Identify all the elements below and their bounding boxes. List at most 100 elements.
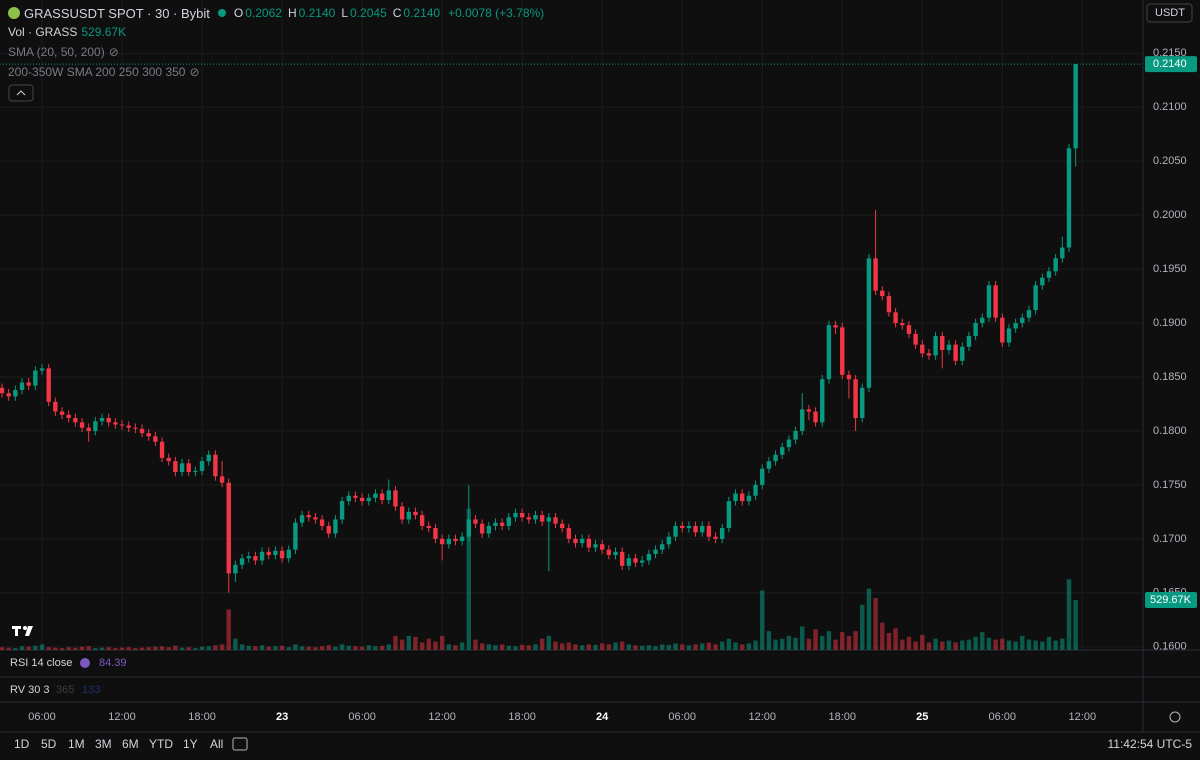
candle-body [619,551,625,566]
candle-body [593,544,598,548]
volume-bar [233,638,238,650]
candle-body [840,327,845,375]
volume-bar [13,648,18,650]
volume-bar [686,645,692,650]
candle-body [139,428,145,434]
candle-body [126,425,131,428]
volume-bar [726,638,732,650]
y-tick-label: 0.1750 [1153,479,1187,491]
hidden-icon[interactable]: ⊘ [108,45,119,59]
candle-body [6,393,11,397]
volume-bar [426,638,431,650]
candle-body [453,538,458,542]
candle-body [366,497,371,502]
volume-bar [479,643,485,650]
candle-body [533,515,538,520]
candle-body [1020,317,1025,324]
rsi-label: RSI 14 close [10,657,72,669]
volume-bar [1013,641,1018,650]
candle-body [940,336,945,351]
volume-bar [173,645,178,650]
candle-body [506,517,512,526]
range-button[interactable]: 1M [68,737,85,751]
volume-bar [493,645,498,650]
candle-body [726,501,732,529]
range-button[interactable]: 5D [41,737,57,751]
volume-bar [193,648,198,650]
candle-body [199,461,205,471]
volume-bar [679,644,685,650]
range-button[interactable]: 3M [95,737,112,751]
volume-bar [1040,641,1045,650]
candle-body [933,336,938,356]
volume-bar [1046,636,1052,650]
range-button[interactable]: YTD [149,737,173,751]
rv-value: 133 [82,684,100,696]
volume-bar [740,644,745,650]
candle-body [673,525,678,537]
volume-bar [713,644,718,650]
candle-body [319,519,325,526]
volume-bar [766,631,772,650]
candle-body [760,468,765,485]
volume-bar [760,590,765,650]
candle-body [466,519,472,537]
candle-body [386,490,391,501]
x-tick-label: 06:00 [989,711,1017,723]
settings-icon[interactable] [1169,711,1181,723]
candle-body [486,525,492,534]
candle-body [0,387,5,394]
range-button[interactable]: 1Y [183,737,198,751]
volume-bar [780,638,785,650]
indicator-value: 529.67K [81,25,127,39]
volume-bar [179,647,185,650]
ohlc-value: 0.2140 [298,6,336,20]
candle-body [780,447,785,455]
collapse-button[interactable] [8,84,34,102]
indicator-label: Vol · GRASS [8,25,78,39]
volume-bar [73,647,78,650]
candle-body [219,476,225,483]
hidden-icon[interactable]: ⊘ [189,65,200,79]
range-button[interactable]: 6M [122,737,139,751]
x-tick-label: 24 [596,711,609,723]
volume-bar [26,646,31,650]
volume-bar [886,633,892,650]
volume-bar [386,644,391,650]
candle-body [1033,285,1038,311]
volume-bar [706,642,712,650]
date-range-icon[interactable] [232,737,248,751]
candle-body [99,418,105,422]
candle-body [706,525,712,537]
candle-body [646,553,652,561]
candle-body [213,454,218,477]
volume-bar [106,647,111,650]
volume-bar [546,635,552,650]
volume-bar [579,645,585,650]
volume-bar [473,639,478,650]
rv-value: 365 [56,684,74,696]
volume-bar [146,647,151,650]
range-button[interactable]: All [210,737,223,751]
candle-body [93,421,98,431]
candle-body [73,418,78,423]
candle-body [119,424,125,426]
volume-bar [526,645,532,650]
candle-body [273,550,278,556]
candle-body [806,409,812,412]
candle-body [513,512,518,518]
candle-body [860,387,865,419]
volume-bar [873,598,878,650]
currency-button[interactable] [1146,3,1193,23]
candle-body [206,454,211,462]
candle-body [306,515,311,518]
volume-bar [966,639,972,650]
volume-bar [46,647,51,650]
candle-body [666,536,672,545]
range-button[interactable]: 1D [14,737,30,751]
candle-body [246,556,251,559]
candle-body [740,493,745,502]
volume-bar [259,645,265,650]
volume-bar [373,646,378,650]
